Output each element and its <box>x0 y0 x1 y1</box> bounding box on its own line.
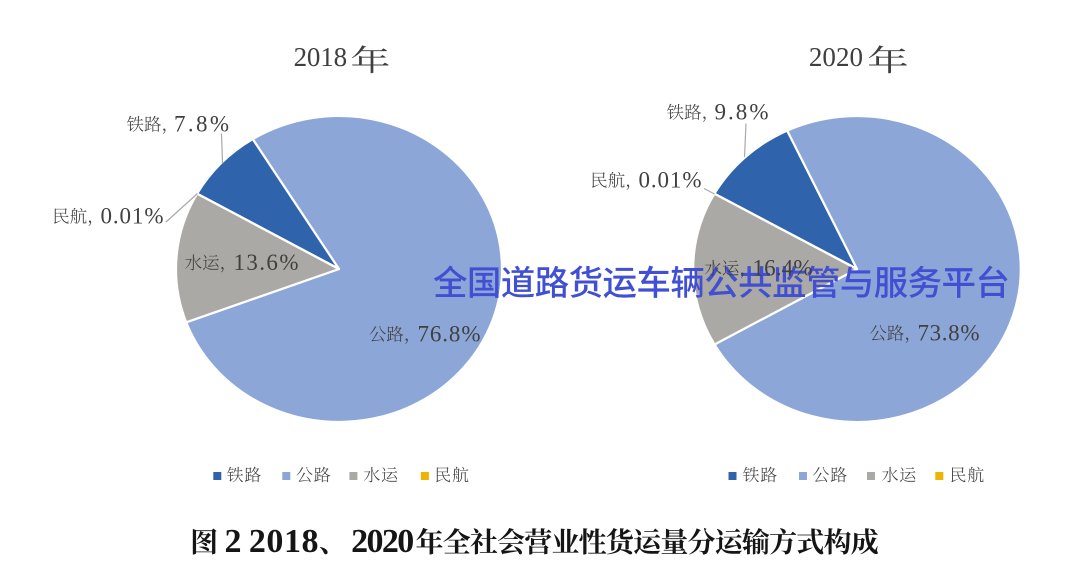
svg-text:7.8%: 7.8% <box>174 111 229 136</box>
svg-text:0.01%: 0.01% <box>101 203 164 228</box>
svg-text:13.6%: 13.6% <box>234 250 299 275</box>
svg-text:2018: 2018 <box>294 42 348 72</box>
svg-text:2018: 2018 <box>249 523 319 560</box>
svg-text:2020: 2020 <box>809 42 863 72</box>
svg-text:9.8%: 9.8% <box>715 99 769 124</box>
svg-text:76.8%: 76.8% <box>418 321 481 346</box>
svg-text:2020: 2020 <box>351 523 414 560</box>
svg-text:0.01%: 0.01% <box>639 167 702 192</box>
svg-text:2: 2 <box>225 523 242 560</box>
svg-text:73.8%: 73.8% <box>918 320 980 345</box>
svg-text:16.4%: 16.4% <box>753 255 813 280</box>
